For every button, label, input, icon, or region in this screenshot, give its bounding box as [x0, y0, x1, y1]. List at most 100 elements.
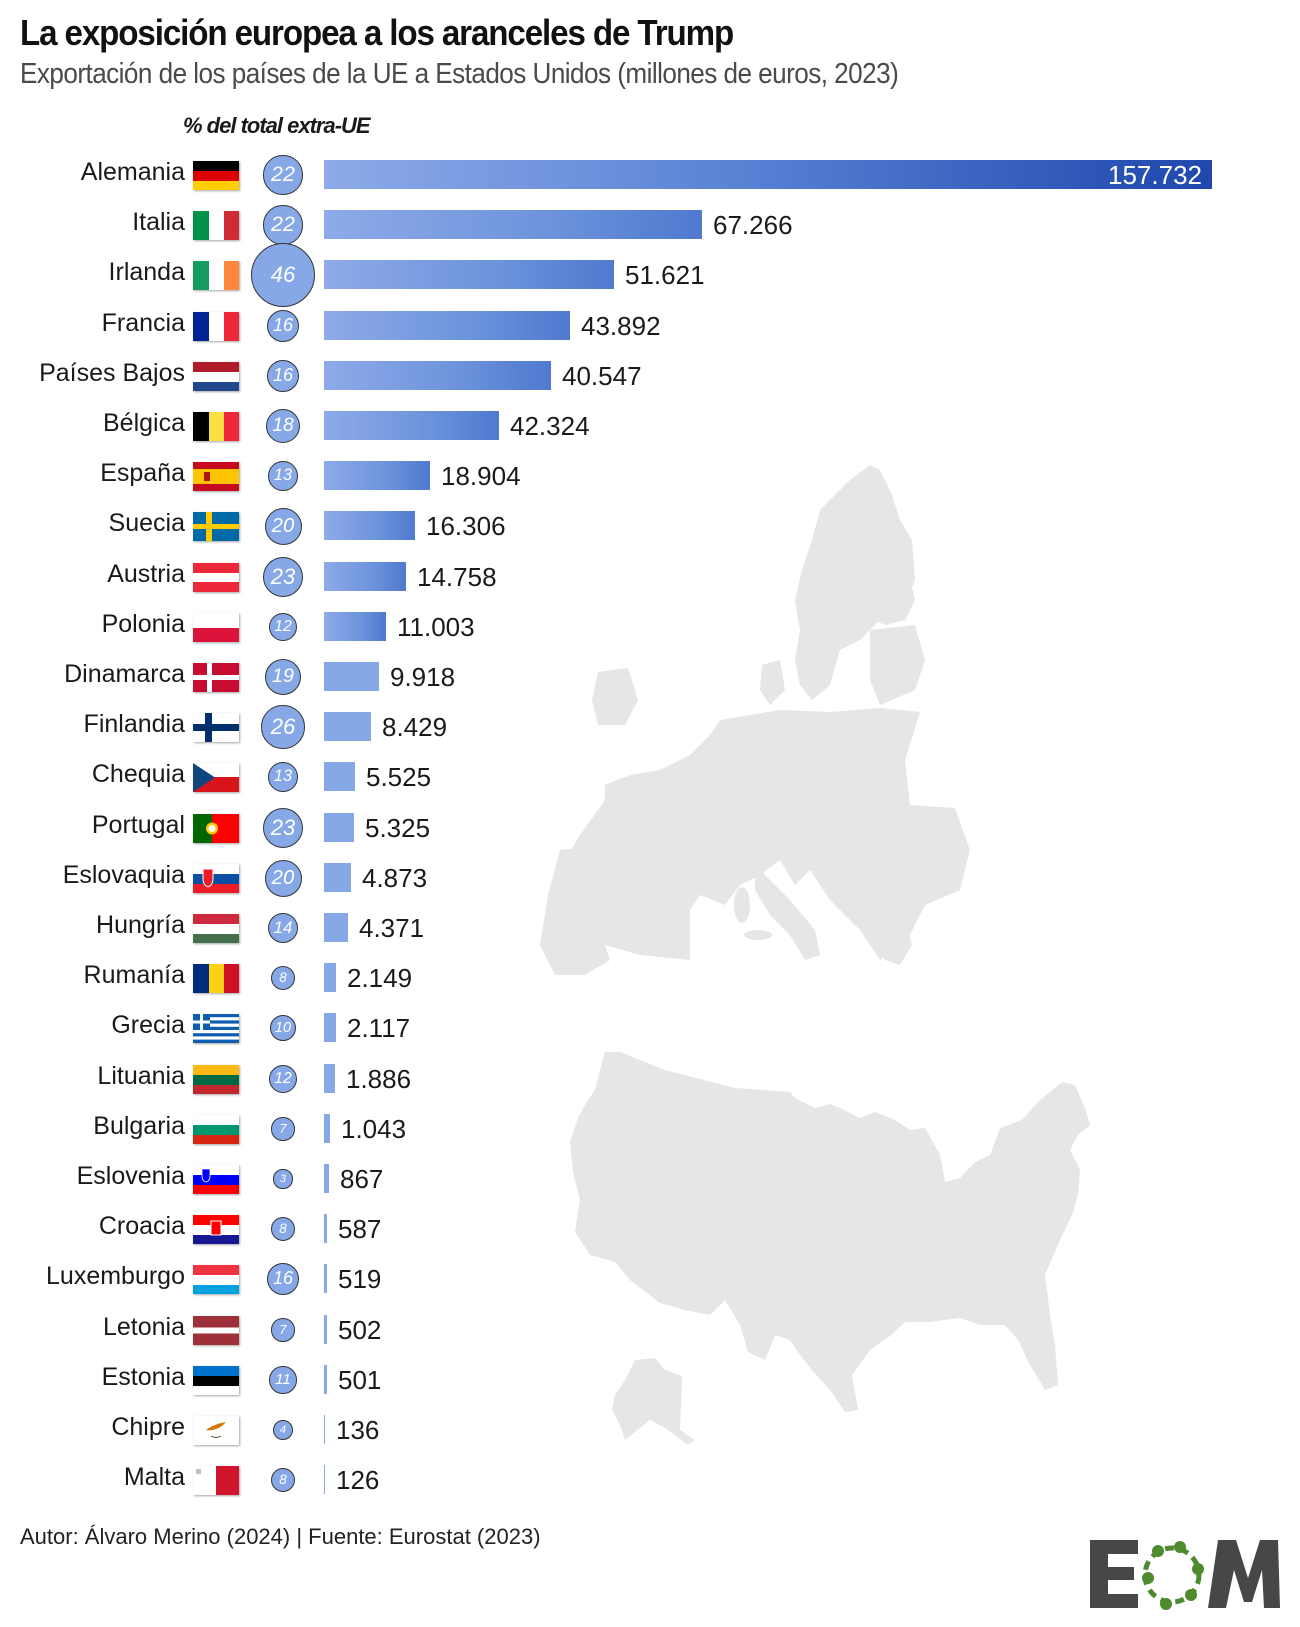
luxembourg-flag-icon — [193, 1265, 239, 1294]
country-label: Lituania — [97, 1062, 185, 1090]
export-bar — [324, 863, 351, 892]
pct-bubble: 18 — [265, 408, 301, 444]
spain-flag-icon — [193, 462, 239, 491]
export-value-label: 18.904 — [441, 461, 521, 491]
pct-bubble: 11 — [269, 1366, 297, 1394]
export-bar — [324, 813, 354, 842]
chart-row: Irlanda 46 51.621 — [0, 242, 1300, 308]
export-value-label: 4.873 — [362, 863, 428, 893]
country-label: Chipre — [111, 1413, 185, 1441]
chart-row: Austria 23 14.758 — [0, 552, 1300, 602]
pct-bubble: 16 — [266, 1262, 300, 1296]
pct-bubble: 46 — [250, 242, 316, 308]
country-label: Bélgica — [103, 409, 185, 437]
pct-bubble: 7 — [271, 1117, 295, 1141]
export-bar — [324, 662, 379, 691]
export-bar — [324, 1164, 329, 1193]
chart-row: Alemania 22 157.732 — [0, 150, 1300, 200]
country-label: España — [100, 459, 185, 487]
pct-bubble: 8 — [270, 1467, 296, 1493]
country-label: Francia — [101, 309, 185, 337]
chart-row: Bélgica 18 42.324 — [0, 401, 1300, 451]
country-label: Luxemburgo — [46, 1262, 185, 1290]
pct-bubble: 22 — [263, 155, 303, 195]
croatia-flag-icon — [193, 1215, 239, 1244]
chart-row: Países Bajos 16 40.547 — [0, 351, 1300, 401]
pct-bubble: 14 — [267, 912, 299, 944]
export-value-label: 67.266 — [713, 210, 793, 240]
poland-flag-icon — [193, 613, 239, 642]
romania-flag-icon — [193, 964, 239, 993]
export-value-label: 157.732 — [1108, 160, 1202, 190]
export-value-label: 502 — [338, 1315, 382, 1345]
export-value-label: 51.621 — [625, 260, 705, 290]
greece-flag-icon — [193, 1014, 239, 1043]
pct-bubble: 8 — [270, 965, 296, 991]
export-value-label: 519 — [338, 1264, 382, 1294]
lithuania-flag-icon — [193, 1065, 239, 1094]
export-bar — [324, 361, 551, 390]
export-value-label: 2.117 — [347, 1013, 411, 1043]
chart-row: Eslovenia 3 867 — [0, 1154, 1300, 1204]
export-bar — [324, 1064, 335, 1093]
export-bar — [324, 311, 570, 340]
austria-flag-icon — [193, 563, 239, 592]
country-label: Chequia — [91, 760, 185, 788]
export-bar — [324, 511, 415, 540]
export-value-label: 4.371 — [359, 913, 425, 943]
export-bar — [324, 1264, 327, 1293]
export-bar — [324, 762, 355, 791]
pct-bubble: 20 — [264, 859, 302, 897]
belgium-flag-icon — [193, 412, 239, 441]
export-value-label: 867 — [340, 1164, 384, 1194]
chart-title: La exposición europea a los aranceles de… — [20, 12, 734, 53]
pct-bubble: 4 — [272, 1419, 294, 1441]
netherlands-flag-icon — [193, 362, 239, 391]
chart-row: Portugal 23 5.325 — [0, 803, 1300, 853]
export-value-label: 126 — [336, 1465, 380, 1495]
export-bar — [324, 612, 386, 641]
export-bar — [324, 1465, 325, 1494]
pct-bubble: 10 — [269, 1014, 297, 1042]
country-label: Eslovenia — [76, 1162, 185, 1190]
country-label: Malta — [123, 1463, 185, 1491]
chart-row: España 13 18.904 — [0, 451, 1300, 501]
chart-row: Estonia 11 501 — [0, 1355, 1300, 1405]
chart-row: Francia 16 43.892 — [0, 301, 1300, 351]
chart-row: Chequia 13 5.525 — [0, 752, 1300, 802]
chart-row: Chipre 4 136 — [0, 1405, 1300, 1455]
pct-bubble: 8 — [270, 1216, 296, 1242]
country-label: Eslovaquia — [62, 861, 185, 889]
ireland-flag-icon — [193, 261, 239, 290]
export-value-label: 1.886 — [346, 1064, 412, 1094]
country-label: Finlandia — [83, 710, 185, 738]
chart-row: Malta 8 126 — [0, 1455, 1300, 1505]
export-bar — [324, 963, 336, 992]
country-label: Bulgaria — [93, 1112, 185, 1140]
export-value-label: 9.918 — [390, 662, 456, 692]
pct-column-header: % del total extra-UE — [183, 113, 371, 138]
country-label: Letonia — [102, 1313, 185, 1341]
chart-row: Grecia 10 2.117 — [0, 1003, 1300, 1053]
pct-bubble: 26 — [261, 705, 305, 749]
pct-bubble: 23 — [262, 556, 304, 598]
export-bar — [324, 1214, 327, 1243]
export-value-label: 16.306 — [426, 511, 506, 541]
france-flag-icon — [193, 312, 239, 341]
export-value-label: 501 — [338, 1365, 382, 1395]
export-value-label: 2.149 — [347, 963, 413, 993]
country-label: Alemania — [80, 158, 185, 186]
pct-bubble: 20 — [264, 507, 302, 545]
chart-row: Dinamarca 19 9.918 — [0, 652, 1300, 702]
chart-row: Bulgaria 7 1.043 — [0, 1104, 1300, 1154]
export-bar — [324, 1415, 325, 1444]
pct-bubble: 13 — [268, 762, 298, 792]
export-bar — [324, 913, 348, 942]
czechia-flag-icon — [193, 763, 239, 792]
portugal-flag-icon — [193, 814, 239, 843]
source-credit: Autor: Álvaro Merino (2024) | Fuente: Eu… — [20, 1524, 541, 1549]
slovenia-flag-icon — [193, 1165, 239, 1194]
country-label: Irlanda — [108, 258, 185, 286]
export-bar — [324, 562, 406, 591]
